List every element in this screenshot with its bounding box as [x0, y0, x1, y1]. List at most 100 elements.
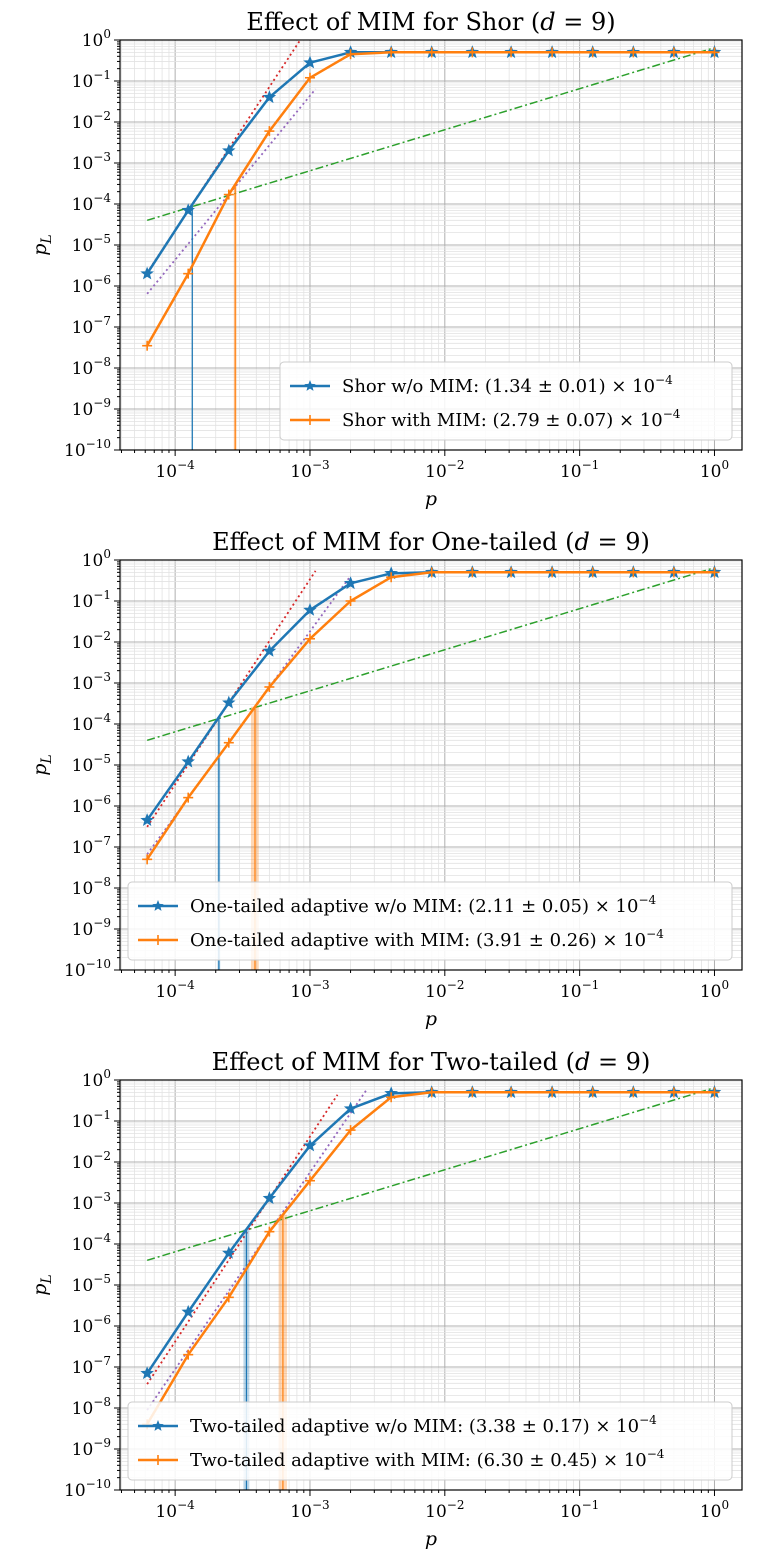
x-tick-label: 10−3: [290, 1498, 329, 1522]
chart-one-tailed: 10−4 10−3 10−2 10−1 100 10−10 10−9 10−8 10−7 10−6…: [29, 528, 743, 1030]
legend-label-with-mim: Two-tailed adaptive with MIM: (6.30 ± 0.…: [190, 1447, 665, 1471]
reference-line: [146, 1086, 715, 1262]
x-tick-label: 10−1: [560, 978, 599, 1002]
legend-box: [127, 881, 733, 961]
y-tick-label: 10−3: [72, 1190, 111, 1214]
x-axis-label: p: [425, 488, 437, 510]
x-axis-label: p: [425, 1008, 437, 1030]
fit-line-without-mim: [146, 570, 317, 828]
y-tick-label: 10−10: [64, 1477, 111, 1501]
data-point-with-mim: [223, 189, 234, 200]
y-axis-label: pL: [29, 1274, 55, 1295]
data-point-with-mim: [304, 1175, 315, 1186]
axes-frame: [119, 39, 743, 451]
data-point-with-mim: [386, 47, 397, 58]
y-tick-label: 10−7: [72, 1354, 111, 1378]
data-point-with-mim: [467, 1087, 478, 1098]
y-tick-label: 10−8: [72, 875, 111, 899]
data-point-with-mim: [345, 1125, 356, 1136]
y-tick-label: 10−2: [72, 109, 111, 133]
data-point-with-mim: [426, 1087, 437, 1098]
data-point-with-mim: [183, 1349, 194, 1360]
reference-line: [146, 46, 715, 222]
data-point-with-mim: [386, 1092, 397, 1103]
x-tick-label: 10−4: [155, 458, 195, 482]
data-point-without-mim: [343, 576, 358, 590]
data-point-with-mim: [264, 1226, 275, 1237]
x-tick-label: 10−2: [425, 458, 464, 482]
fit-line-without-mim: [146, 1094, 339, 1385]
data-point-with-mim: [709, 567, 720, 578]
series-line-with-mim: [146, 571, 715, 860]
chart-shor: 10−4 10−3 10−2 10−1 100 10−10 10−9 10−8 10−7 10−6…: [29, 8, 743, 510]
legend-marker-without-mim: [152, 900, 164, 911]
data-point-with-mim: [345, 596, 356, 606]
x-axis-label: p: [425, 1528, 437, 1550]
legend-label-without-mim: One-tailed adaptive w/o MIM: (2.11 ± 0.0…: [190, 893, 657, 917]
axes-frame: [119, 1079, 743, 1491]
data-point-without-mim: [140, 1366, 154, 1380]
data-point-with-mim: [547, 567, 558, 578]
x-tick-label: 10−3: [290, 458, 329, 482]
legend-label-without-mim: Two-tailed adaptive w/o MIM: (3.38 ± 0.1…: [190, 1413, 657, 1437]
y-tick-label: 10−4: [72, 191, 112, 215]
data-point-with-mim: [547, 1087, 558, 1098]
y-axis-label: pL: [29, 234, 55, 255]
data-point-with-mim: [668, 567, 679, 578]
plot-area: [140, 1085, 722, 1490]
legend-box: [127, 1401, 733, 1481]
y-tick-label: 10−9: [72, 916, 111, 940]
data-point-without-mim: [303, 603, 317, 616]
y-tick-label: 10−5: [72, 1272, 111, 1296]
legend-label-with-mim: One-tailed adaptive with MIM: (3.91 ± 0.…: [190, 927, 664, 951]
x-tick-label: 10−1: [560, 458, 599, 482]
x-tick-label: 10−2: [425, 1498, 464, 1522]
y-tick-label: 100: [82, 27, 111, 51]
legend-label-with-mim: Shor with MIM: (2.79 ± 0.07) × 10−4: [342, 407, 681, 431]
series-line-with-mim: [146, 51, 715, 347]
data-point-without-mim: [303, 1138, 317, 1152]
legend: Two-tailed adaptive w/o MIM: (3.38 ± 0.1…: [127, 1401, 733, 1481]
data-point-with-mim: [668, 1087, 679, 1098]
data-point-with-mim: [587, 1087, 598, 1098]
y-tick-label: 10−9: [72, 1436, 111, 1460]
data-point-without-mim: [181, 754, 195, 768]
data-point-with-mim: [506, 1087, 517, 1098]
data-point-with-mim: [506, 567, 517, 578]
legend-label-without-mim: Shor w/o MIM: (1.34 ± 0.01) × 10−4: [342, 373, 673, 397]
x-tick-label: 10−1: [560, 1498, 599, 1522]
data-point-without-mim: [140, 266, 154, 280]
data-point-with-mim: [223, 1292, 234, 1303]
data-point-with-mim: [467, 47, 478, 58]
y-tick-label: 10−8: [72, 1395, 111, 1419]
y-axis-label: pL: [29, 754, 55, 775]
data-point-with-mim: [386, 572, 397, 583]
data-point-without-mim: [222, 695, 236, 709]
data-point-without-mim: [181, 203, 195, 217]
data-point-with-mim: [668, 47, 679, 58]
fit-line-with-mim: [146, 88, 317, 295]
legend-marker-without-mim: [152, 1420, 164, 1431]
chart-panel-one-tailed: 10−4 10−3 10−2 10−1 100 10−10 10−9 10−8 10−7 10−6…: [0, 520, 781, 1040]
data-point-without-mim: [181, 1304, 195, 1318]
x-tick-label: 100: [700, 1498, 729, 1522]
y-tick-label: 10−4: [72, 711, 112, 735]
data-point-with-mim: [628, 47, 639, 58]
x-tick-label: 10−2: [425, 978, 464, 1002]
data-point-without-mim: [222, 143, 236, 157]
data-point-with-mim: [426, 47, 437, 58]
data-point-without-mim: [140, 813, 154, 827]
data-point-with-mim: [223, 737, 234, 748]
chart-title: Effect of MIM for One-tailed (d = 9): [212, 528, 650, 556]
y-tick-label: 10−5: [72, 232, 111, 256]
chart-title: Effect of MIM for Two-tailed (d = 9): [212, 1048, 651, 1076]
data-point-without-mim: [303, 55, 317, 69]
legend: Shor w/o MIM: (1.34 ± 0.01) × 10−4 Shor w…: [279, 361, 733, 441]
data-point-with-mim: [142, 340, 153, 351]
data-point-with-mim: [709, 47, 720, 58]
plot-area: [140, 40, 722, 450]
chart-panel-two-tailed: 10−4 10−3 10−2 10−1 100 10−10 10−9 10−8 10−7 10−6…: [0, 1040, 781, 1560]
data-point-with-mim: [587, 47, 598, 58]
y-tick-label: 10−5: [72, 752, 111, 776]
data-point-with-mim: [426, 567, 437, 578]
